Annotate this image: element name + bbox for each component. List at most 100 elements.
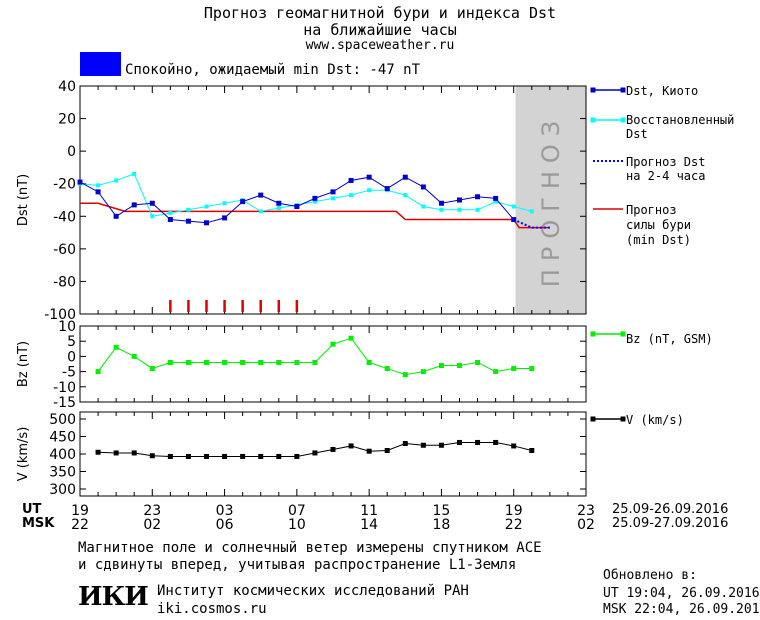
v-point — [131, 450, 137, 456]
dst-kyoto-point — [420, 184, 426, 190]
dst-kyoto-point — [131, 202, 137, 208]
msk-tick-label: 22 — [71, 517, 89, 533]
bz-point — [131, 353, 137, 359]
ut-tick-label: 23 — [143, 503, 161, 519]
msk-tick-label: 02 — [577, 517, 595, 533]
bz-point — [95, 369, 101, 375]
v-point — [402, 441, 408, 446]
bz-point — [348, 335, 354, 341]
ytick-label: 20 — [58, 112, 76, 128]
footer-note-1: Магнитное поле и солнечный ветер измерен… — [78, 540, 542, 556]
footer-note-2: и сдвинуты вперед, учитывая распростране… — [78, 557, 517, 573]
panel-frame-1 — [79, 325, 587, 403]
v-point — [95, 449, 101, 455]
bz-point — [185, 359, 191, 365]
v-point — [113, 450, 119, 456]
bz-point — [420, 369, 426, 375]
institute-site[interactable]: iki.cosmos.ru — [157, 601, 267, 617]
forecast-band — [515, 86, 586, 314]
ytick-label: 0 — [67, 144, 76, 160]
dst-kyoto-point — [366, 174, 372, 180]
bz-point — [258, 359, 264, 365]
dst-kyoto-point — [312, 195, 318, 201]
restored-dst-point — [276, 206, 281, 211]
dst-kyoto-point — [348, 177, 354, 183]
legend-storm-3: (min Dst) — [626, 233, 692, 247]
ytick-label: 450 — [49, 430, 76, 446]
dst-kyoto-point — [384, 186, 390, 192]
v-point — [258, 453, 264, 459]
ut-tick-label: 15 — [433, 503, 451, 519]
restored-dst-point — [258, 209, 263, 214]
restored-dst-point — [349, 193, 354, 198]
legend-bz-glyph-marker — [620, 331, 626, 337]
msk-tick-label: 02 — [143, 517, 161, 533]
v-point — [330, 446, 336, 452]
ut-tick-label: 23 — [577, 503, 595, 519]
msk-tick-label: 14 — [360, 517, 378, 533]
legend-storm-2: силы бури — [626, 218, 692, 232]
ytick-label: 300 — [49, 482, 76, 498]
ytick-label: 40 — [58, 79, 76, 95]
v-point — [529, 448, 535, 453]
v-point — [457, 439, 462, 445]
y-axis-label: V (km/s) — [16, 427, 31, 482]
restored-dst-point — [529, 209, 534, 214]
legend-v-glyph-marker — [590, 416, 596, 422]
dst-kyoto-point — [167, 217, 173, 223]
legend-forecast-1: Прогноз Dst — [626, 155, 706, 169]
msk-tick-label: 06 — [216, 517, 234, 533]
ytick-label: -20 — [53, 177, 76, 193]
legend-dst: Dst, Киото — [626, 84, 699, 98]
ytick-label: 5 — [67, 334, 76, 350]
dst-kyoto-point — [95, 189, 101, 195]
msk-range: 25.09-27.09.2016 — [612, 516, 729, 531]
restored-dst-point — [312, 199, 317, 204]
ut-tick-label: 03 — [216, 503, 234, 519]
ut-tick-label: 19 — [71, 503, 89, 519]
bz-line — [97, 337, 532, 376]
v-point — [204, 453, 209, 459]
legend-bz-glyph-marker — [590, 331, 596, 337]
dst-kyoto-point — [438, 200, 444, 206]
legend-restored-glyph-marker — [620, 117, 626, 123]
bz-point — [167, 359, 173, 365]
dst-kyoto-point — [240, 199, 246, 205]
bz-point — [330, 341, 336, 347]
ut-range: 25.09-26.09.2016 — [612, 502, 729, 517]
legend-dst-glyph-marker — [590, 87, 596, 93]
legend-restored-glyph-marker — [590, 117, 596, 123]
dst-kyoto-point — [276, 200, 282, 206]
bz-point — [511, 366, 517, 372]
ytick-label: -60 — [53, 242, 76, 258]
restored-dst-point — [168, 211, 173, 216]
title-line2: на ближайшие часы — [303, 21, 457, 39]
ytick-label: 0 — [67, 349, 76, 365]
legend-dst-glyph-marker — [620, 87, 626, 93]
restored-dst-line — [79, 173, 532, 217]
status-swatch — [80, 52, 121, 76]
ut-tick-label: 19 — [505, 503, 523, 519]
dst-kyoto-point — [330, 189, 336, 195]
title-line1: Прогноз геомагнитной бури и индекса Dst — [203, 4, 557, 22]
ut-tick-label: 07 — [288, 503, 306, 519]
ut-label: UT — [22, 502, 42, 517]
restored-dst-point — [150, 214, 155, 219]
legend-v-glyph-marker — [620, 416, 626, 422]
dst-kyoto-point — [77, 179, 83, 185]
restored-dst-point — [132, 171, 137, 176]
msk-tick-label: 22 — [505, 517, 523, 533]
v-point — [240, 453, 246, 459]
v-point — [149, 453, 155, 459]
msk-tick-label: 18 — [433, 517, 451, 533]
bz-point — [529, 366, 535, 372]
bz-point — [457, 363, 462, 369]
forecast-band-label: ПРОГНОЗ — [537, 113, 565, 287]
bz-point — [384, 366, 390, 372]
restored-dst-point — [403, 193, 408, 198]
legend-storm-1: Прогноз — [626, 203, 677, 217]
updated-label: Обновлено в: — [603, 568, 697, 583]
bz-point — [113, 344, 119, 350]
ytick-label: -100 — [44, 307, 76, 323]
